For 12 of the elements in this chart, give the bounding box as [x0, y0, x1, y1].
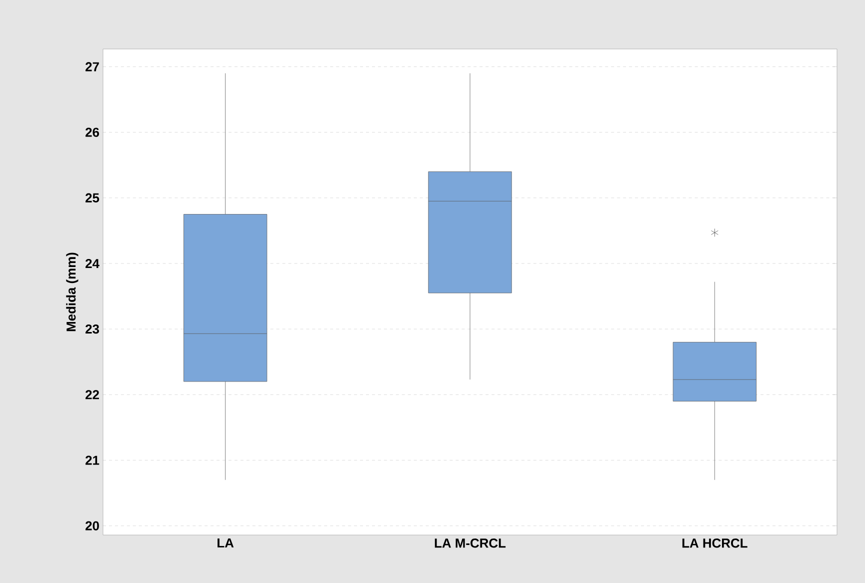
y-tick-label: 25 [86, 193, 100, 202]
y-tick-label: 23 [86, 324, 100, 334]
y-tick-label: 20 [86, 521, 99, 530]
y-tick-label: 22 [86, 390, 99, 400]
x-tick-label: LA M-CRCL [434, 538, 506, 548]
x-tick-label: LA [218, 538, 234, 548]
y-tick-label: 21 [86, 456, 100, 465]
y-tick-label: 27 [86, 62, 99, 72]
x-tick-label: LA HCRCL [682, 538, 748, 548]
y-axis-title: Medida (mm) [66, 252, 78, 332]
y-tick-label: 26 [86, 128, 100, 137]
y-tick-label: 24 [86, 258, 100, 268]
